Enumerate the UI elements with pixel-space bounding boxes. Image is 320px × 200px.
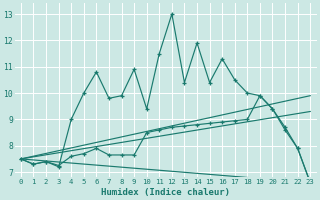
X-axis label: Humidex (Indice chaleur): Humidex (Indice chaleur) xyxy=(101,188,230,197)
